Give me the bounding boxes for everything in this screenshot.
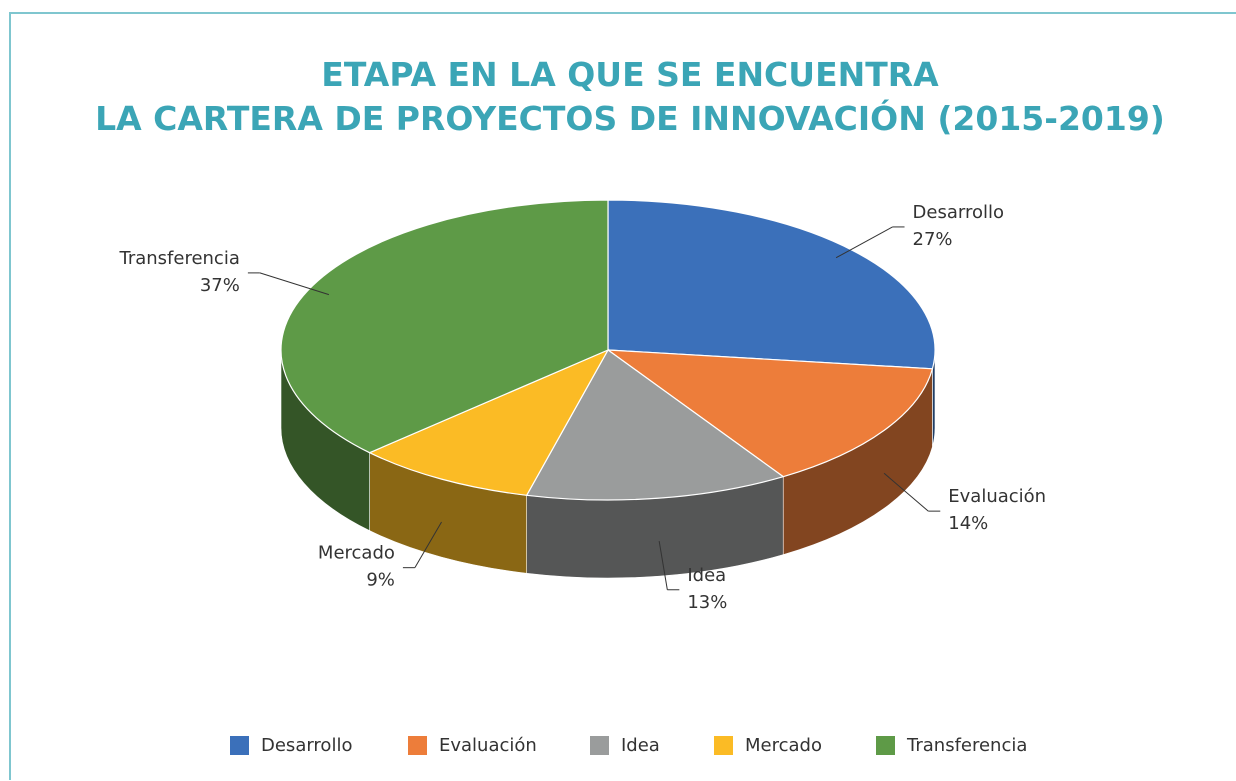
- pie-slice: [525, 349, 785, 501]
- chart-title: LA CARTERA DE PROYECTOS DE INNOVACIÓN (2…: [95, 98, 1165, 138]
- legend-label: Desarrollo: [261, 735, 352, 756]
- data-label: 9%: [366, 570, 395, 591]
- leader-line: [259, 272, 330, 296]
- legend-swatch: [408, 736, 427, 755]
- data-label-name: Transferencia: [118, 248, 239, 269]
- data-label: 14%: [948, 513, 988, 534]
- pie-slice: [607, 199, 936, 370]
- data-label: 13%: [687, 592, 727, 613]
- pie-slice: [368, 348, 610, 496]
- data-label: 27%: [913, 229, 953, 250]
- leader-line: [835, 226, 893, 259]
- data-label-name: Mercado: [318, 543, 395, 564]
- legend-label: Transferencia: [906, 735, 1027, 756]
- pie-slice: [605, 349, 934, 478]
- legend-label: Idea: [621, 735, 660, 756]
- legend-swatch: [230, 736, 249, 755]
- data-label-name: Evaluación: [948, 486, 1046, 507]
- leader-line: [883, 472, 929, 512]
- legend-swatch: [590, 736, 609, 755]
- data-label: 37%: [200, 275, 240, 296]
- legend-swatch: [876, 736, 895, 755]
- leader-line: [658, 540, 668, 590]
- legend-swatch: [714, 736, 733, 755]
- chart-title: ETAPA EN LA QUE SE ENCUENTRA: [321, 55, 939, 94]
- legend-label: Mercado: [745, 735, 822, 756]
- data-label-name: Idea: [687, 565, 726, 586]
- data-label-name: Desarrollo: [913, 202, 1004, 223]
- legend-label: Evaluación: [439, 735, 537, 756]
- frame: [9, 12, 1236, 780]
- pie-slice: [280, 199, 609, 454]
- leader-line: [414, 521, 442, 568]
